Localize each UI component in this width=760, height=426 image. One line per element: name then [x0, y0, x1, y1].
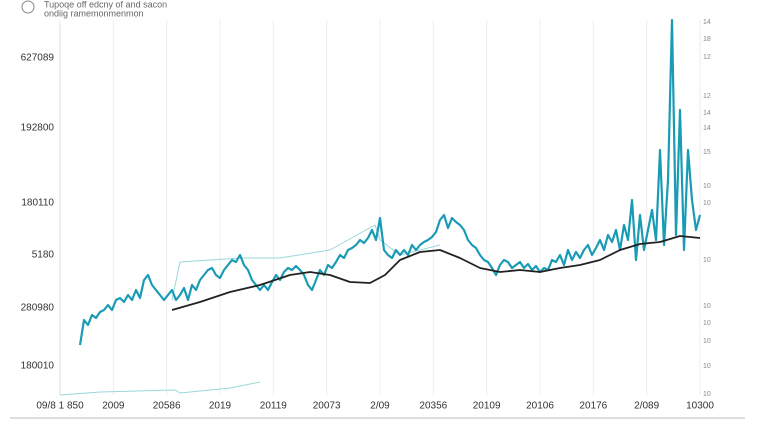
y2-tick-label: 10 [703, 320, 711, 327]
y-tick-label: 280980 [21, 303, 55, 314]
y2-tick-label: 10 [703, 303, 711, 310]
y2-tick-label: 10 [703, 338, 711, 345]
y-tick-label: 627089 [21, 53, 55, 64]
x-tick-label: 20586 [153, 401, 181, 412]
x-tick-label: 20356 [419, 401, 447, 412]
x-tick-label: 2009 [102, 401, 125, 412]
y2-tick-label: 10 [703, 391, 711, 398]
y2-tick-label: 12 [703, 54, 711, 61]
x-tick-label: 20119 [260, 401, 288, 412]
series-line [171, 235, 701, 311]
y-tick-label: 180110 [21, 198, 54, 209]
x-tick-label: 2/09 [370, 401, 390, 412]
x-tick-label: 20106 [526, 401, 554, 412]
y2-tick-label: 10 [703, 183, 711, 190]
y2-tick-label: 10 [703, 200, 711, 207]
chart-subtitle: ondiig ramemonmenmon [44, 8, 144, 18]
y2-tick-label: 14 [703, 19, 711, 26]
x-tick-label: 20073 [313, 401, 341, 412]
y2-tick-label: 12 [703, 93, 711, 100]
series-line [78, 18, 702, 346]
chart-title: Tupoqe off edcny of and sacon [44, 0, 167, 9]
y-tick-label: 5180 [32, 250, 55, 261]
y2-tick-label: 15 [703, 149, 711, 156]
x-tick-label: 10300 [686, 401, 714, 412]
x-tick-label: 09/8 1 850 [36, 401, 84, 412]
y-tick-label: 192800 [21, 123, 55, 134]
y2-tick-label: 14 [703, 110, 711, 117]
y2-tick-label: 10 [703, 363, 711, 370]
y-tick-label: 180010 [21, 361, 55, 372]
icon [21, 0, 35, 14]
x-tick-label: 2019 [209, 401, 232, 412]
x-tick-label: 20176 [579, 401, 607, 412]
y2-tick-label: 14 [703, 125, 711, 132]
x-tick-label: 2/089 [634, 401, 659, 412]
series-line [59, 381, 261, 396]
x-tick-label: 20109 [473, 401, 501, 412]
series-line [171, 224, 441, 301]
y2-tick-label: 18 [703, 36, 711, 43]
y2-tick-label: 10 [703, 257, 711, 264]
